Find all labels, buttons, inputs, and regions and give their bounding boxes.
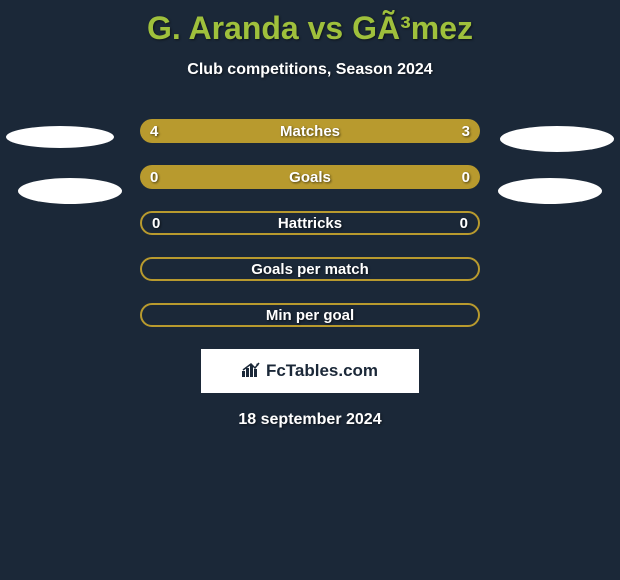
stat-row: 0 Hattricks 0 bbox=[0, 211, 620, 235]
stat-label: Goals bbox=[289, 169, 331, 186]
decorative-ellipse bbox=[500, 126, 614, 152]
stat-value-left: 4 bbox=[150, 123, 158, 140]
stat-bar: 4 Matches 3 bbox=[140, 119, 480, 143]
comparison-title: G. Aranda vs GÃ³mez bbox=[0, 0, 620, 47]
stat-label: Hattricks bbox=[278, 215, 342, 232]
stat-label: Min per goal bbox=[266, 307, 354, 324]
logo-text: FcTables.com bbox=[266, 361, 378, 381]
stat-value-right: 0 bbox=[462, 169, 470, 186]
stat-bar: Min per goal bbox=[140, 303, 480, 327]
stat-label: Matches bbox=[280, 123, 340, 140]
stat-bar: 0 Goals 0 bbox=[140, 165, 480, 189]
comparison-subtitle: Club competitions, Season 2024 bbox=[0, 61, 620, 79]
stat-row: Goals per match bbox=[0, 257, 620, 281]
stat-value-left: 0 bbox=[150, 169, 158, 186]
stat-bar: Goals per match bbox=[140, 257, 480, 281]
logo-box: FcTables.com bbox=[201, 349, 419, 393]
decorative-ellipse bbox=[18, 178, 122, 204]
logo: FcTables.com bbox=[242, 361, 378, 382]
stat-label: Goals per match bbox=[251, 261, 369, 278]
chart-icon bbox=[242, 361, 262, 382]
date-text: 18 september 2024 bbox=[0, 411, 620, 429]
stat-value-right: 0 bbox=[460, 215, 468, 232]
decorative-ellipse bbox=[6, 126, 114, 148]
stat-row: Min per goal bbox=[0, 303, 620, 327]
stat-value-left: 0 bbox=[152, 215, 160, 232]
stat-value-right: 3 bbox=[462, 123, 470, 140]
decorative-ellipse bbox=[498, 178, 602, 204]
stat-bar: 0 Hattricks 0 bbox=[140, 211, 480, 235]
